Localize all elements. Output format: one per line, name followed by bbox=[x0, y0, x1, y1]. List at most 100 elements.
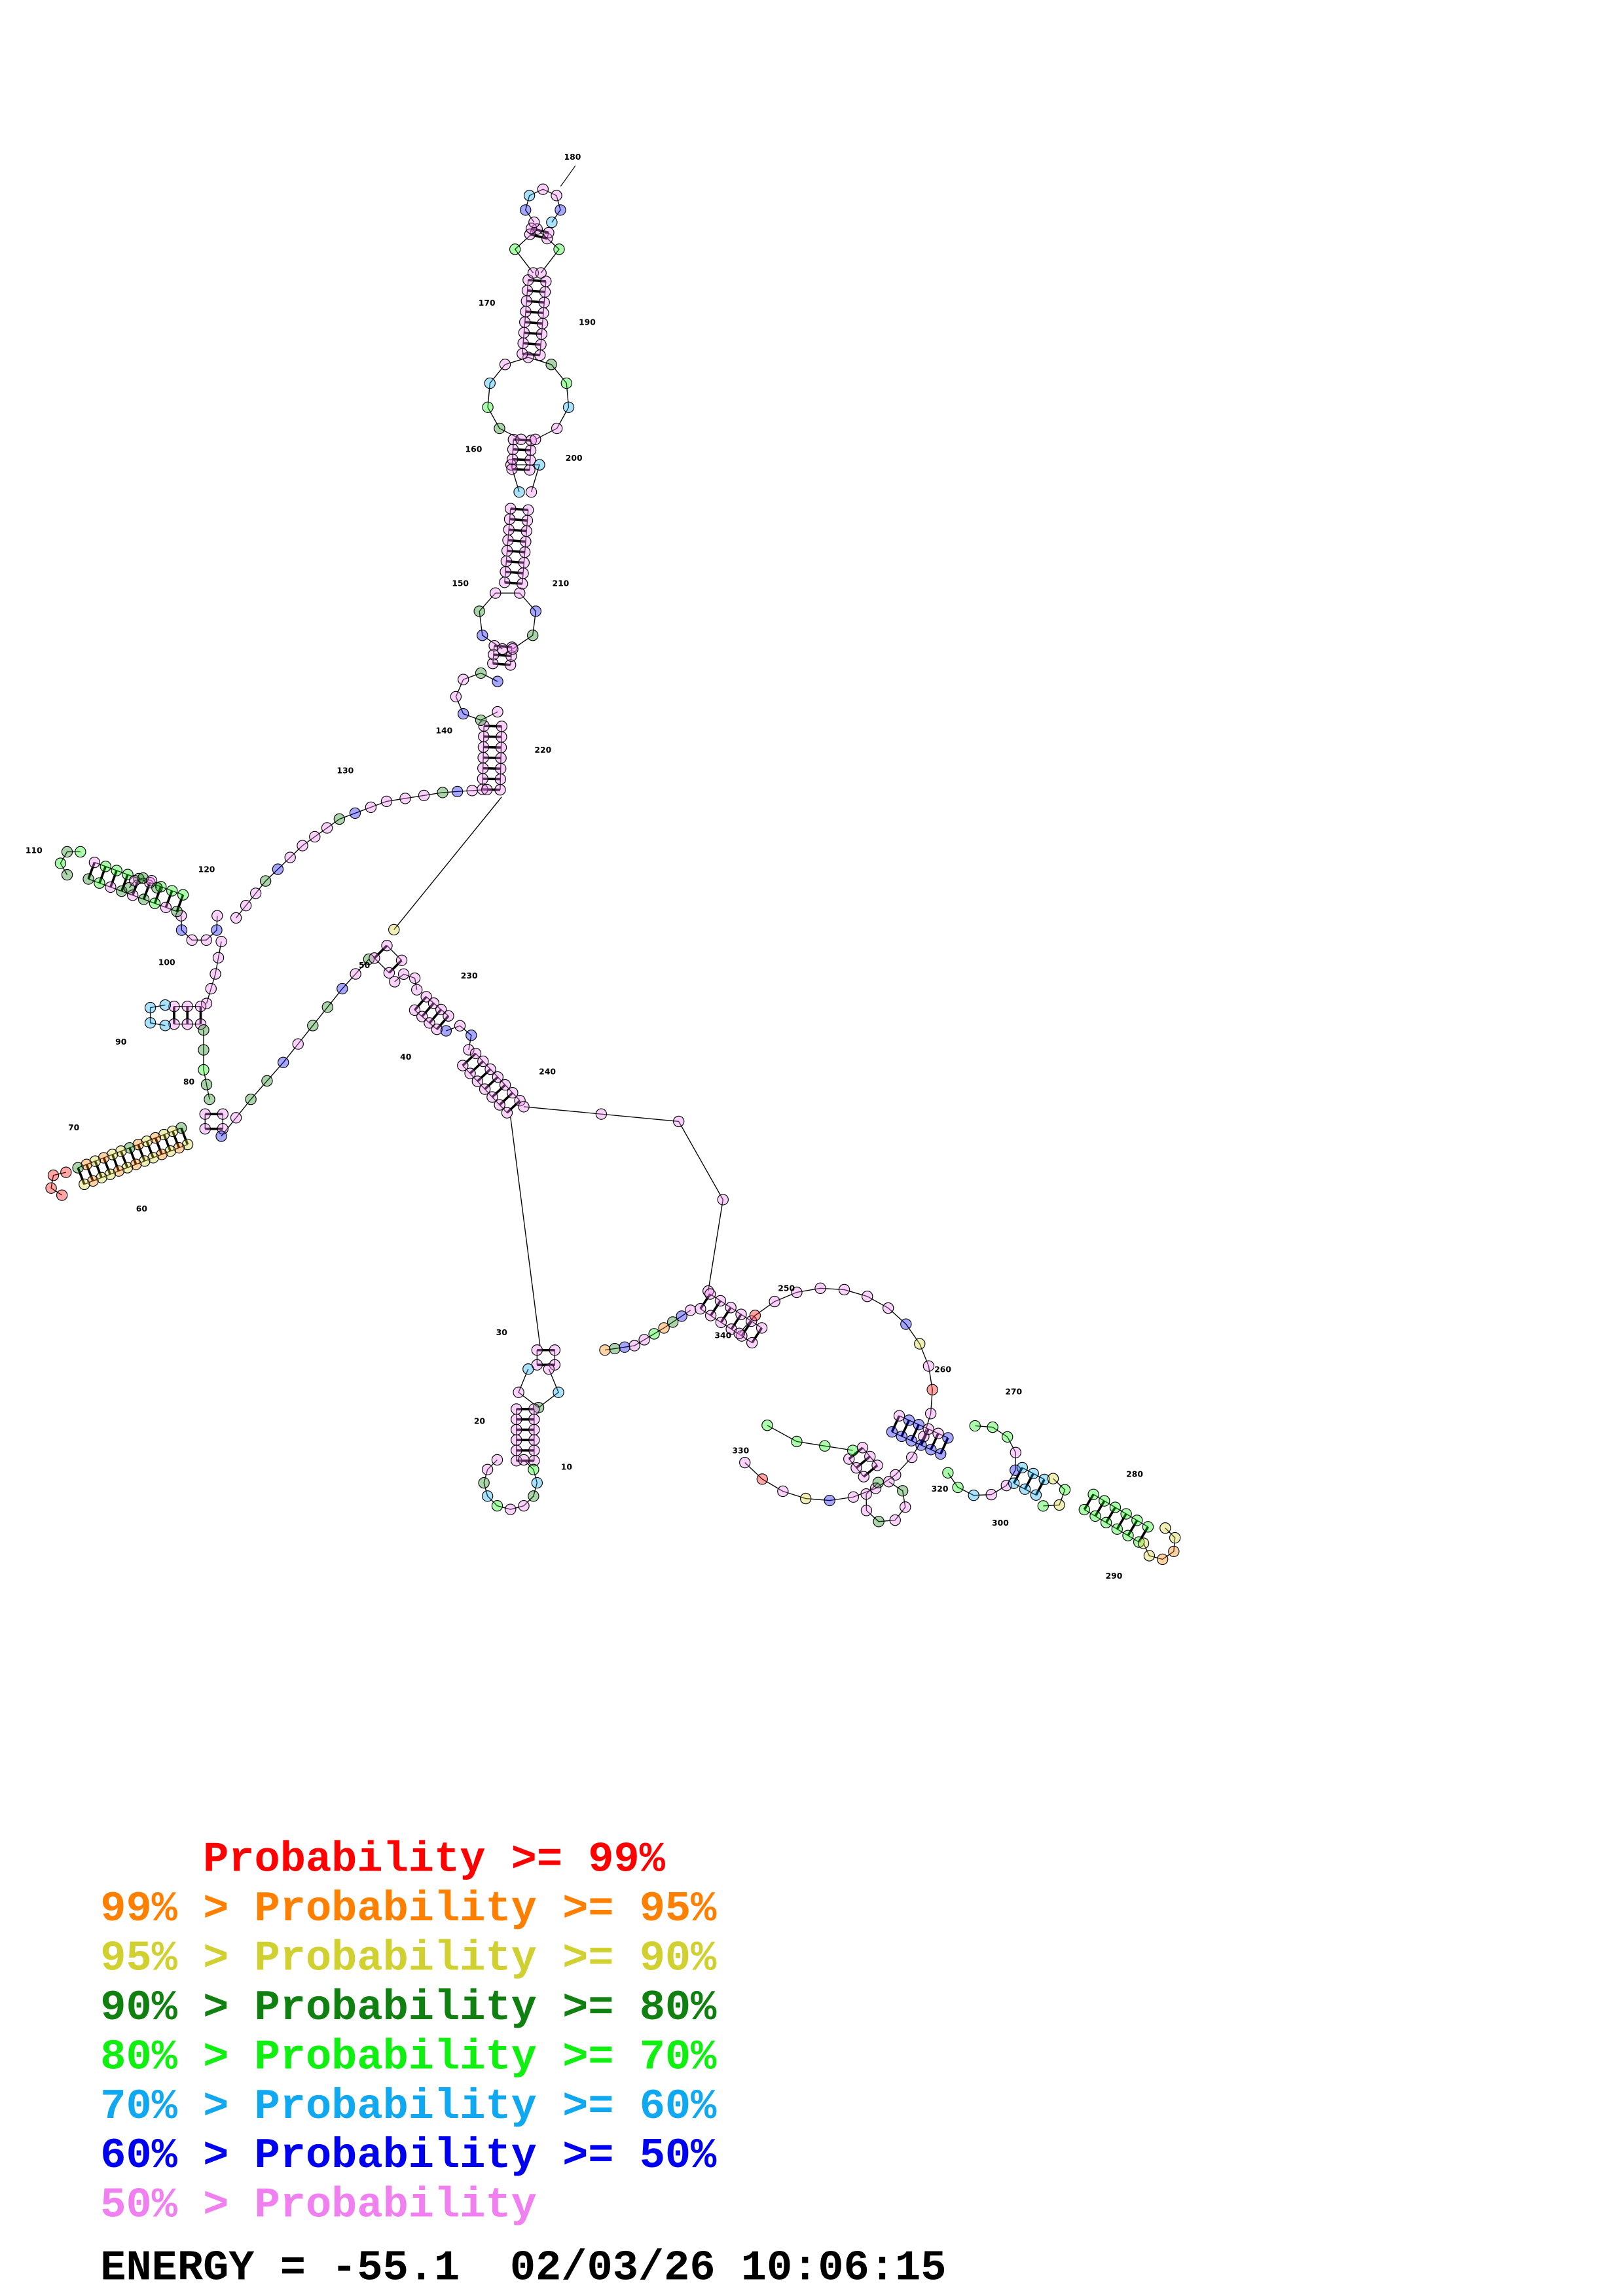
nucleotide bbox=[72, 1162, 84, 1174]
backbone-segment bbox=[414, 1009, 437, 1030]
legend-row: 80% > Probability >= 70% bbox=[100, 2033, 717, 2081]
nucleotide bbox=[531, 1344, 543, 1356]
nucleotide bbox=[704, 1310, 717, 1321]
base-pair bbox=[498, 1092, 514, 1106]
nucleotide bbox=[435, 1003, 447, 1016]
nucleotide bbox=[528, 216, 540, 228]
legend-row: 90% > Probability >= 80% bbox=[100, 1984, 717, 2032]
backbone-segment bbox=[446, 1025, 472, 1050]
nucleotide bbox=[479, 1083, 491, 1095]
base-pair bbox=[506, 560, 524, 564]
nucleotide bbox=[89, 1155, 101, 1167]
base-pair bbox=[848, 1446, 864, 1460]
nucleotide bbox=[499, 359, 511, 370]
nucleotide bbox=[181, 1138, 194, 1151]
nucleotide bbox=[897, 1485, 909, 1497]
legend-prefix bbox=[100, 1835, 203, 1884]
base-pair bbox=[939, 1437, 949, 1455]
nucleotide bbox=[1053, 1499, 1065, 1511]
nucleotide bbox=[61, 846, 73, 858]
legend-prefix: 50% > bbox=[100, 2181, 254, 2230]
nucleotide bbox=[717, 1194, 729, 1206]
nucleotide bbox=[538, 307, 549, 319]
nucleotide bbox=[856, 1442, 869, 1454]
base-pair bbox=[435, 1015, 450, 1030]
base-pair bbox=[710, 1300, 721, 1317]
nucleotide bbox=[464, 1067, 476, 1079]
legend-label: Probability bbox=[255, 1885, 537, 1933]
nucleotide bbox=[525, 486, 538, 498]
base-pair bbox=[505, 570, 524, 575]
nucleotide bbox=[505, 503, 517, 514]
nucleotide bbox=[883, 1476, 895, 1488]
position-label-340: 340 bbox=[714, 1331, 731, 1340]
nucleotide bbox=[890, 1469, 902, 1481]
nucleotide bbox=[454, 1020, 466, 1031]
nucleotide bbox=[389, 976, 401, 988]
timestamp: 02/03/26 10:06:15 bbox=[510, 2244, 947, 2293]
backbone-segment bbox=[1084, 1509, 1140, 1543]
nucleotide bbox=[198, 1024, 210, 1036]
nucleotide bbox=[791, 1435, 803, 1448]
nucleotide bbox=[524, 444, 537, 456]
base-pair bbox=[524, 321, 543, 325]
nucleotide bbox=[553, 1386, 564, 1398]
base-pair bbox=[484, 1076, 499, 1090]
nucleotide bbox=[525, 435, 537, 446]
position-label-50: 50 bbox=[359, 960, 371, 970]
nucleotide bbox=[518, 1454, 530, 1466]
nucleotide bbox=[100, 861, 111, 872]
nucleotide bbox=[535, 338, 547, 351]
nucleotide bbox=[860, 1505, 873, 1516]
nucleotide bbox=[124, 1142, 136, 1154]
nucleotide bbox=[1109, 1501, 1122, 1513]
nucleotide bbox=[695, 1303, 706, 1315]
nucleotide bbox=[527, 630, 539, 641]
nucleotide bbox=[555, 204, 566, 216]
nucleotide bbox=[130, 1158, 142, 1170]
nucleotide bbox=[249, 888, 262, 899]
nucleotide bbox=[88, 856, 101, 869]
position-label-10: 10 bbox=[561, 1462, 573, 1471]
nucleotide bbox=[520, 306, 532, 317]
nucleotide bbox=[528, 1424, 540, 1436]
base-pair bbox=[511, 467, 530, 471]
nucleotide bbox=[521, 285, 534, 296]
nucleotide bbox=[838, 1283, 850, 1296]
legend-suffix: >= 60% bbox=[537, 2083, 717, 2131]
position-label-210: 210 bbox=[552, 578, 569, 588]
nucleotide bbox=[397, 968, 410, 980]
nucleotide bbox=[922, 1360, 935, 1372]
nucleotide bbox=[137, 872, 149, 884]
nucleotide bbox=[791, 1286, 803, 1299]
nucleotide bbox=[478, 720, 490, 732]
nucleotide bbox=[47, 1170, 60, 1181]
nucleotide bbox=[942, 1432, 954, 1444]
nucleotide bbox=[490, 587, 501, 599]
base-pair bbox=[1138, 1526, 1150, 1543]
base-pair bbox=[900, 1420, 911, 1437]
nucleotide bbox=[139, 1155, 151, 1167]
nucleotide bbox=[530, 605, 541, 617]
base-pair bbox=[720, 1306, 732, 1323]
legend-suffix: >= 90% bbox=[537, 1934, 717, 1982]
nucleotide bbox=[540, 276, 552, 287]
nucleotide bbox=[872, 1477, 884, 1488]
nucleotide bbox=[551, 190, 562, 202]
nucleotide bbox=[156, 1149, 168, 1160]
nucleotide bbox=[167, 1125, 179, 1138]
legend-suffix: >= 99% bbox=[485, 1835, 665, 1884]
nucleotide bbox=[769, 1295, 780, 1308]
backbone-segment bbox=[455, 672, 498, 721]
nucleotide bbox=[217, 1108, 228, 1120]
nucleotide bbox=[538, 296, 550, 308]
nucleotide bbox=[513, 1386, 524, 1398]
nucleotide bbox=[168, 1018, 180, 1030]
energy-value: ENERGY = -55.1 bbox=[100, 2244, 460, 2293]
nucleotide bbox=[523, 190, 536, 202]
nucleotide bbox=[437, 787, 448, 798]
nucleotide bbox=[494, 784, 506, 796]
nucleotide bbox=[503, 513, 516, 525]
nucleotide bbox=[469, 1047, 482, 1060]
nucleotide bbox=[922, 1423, 934, 1435]
